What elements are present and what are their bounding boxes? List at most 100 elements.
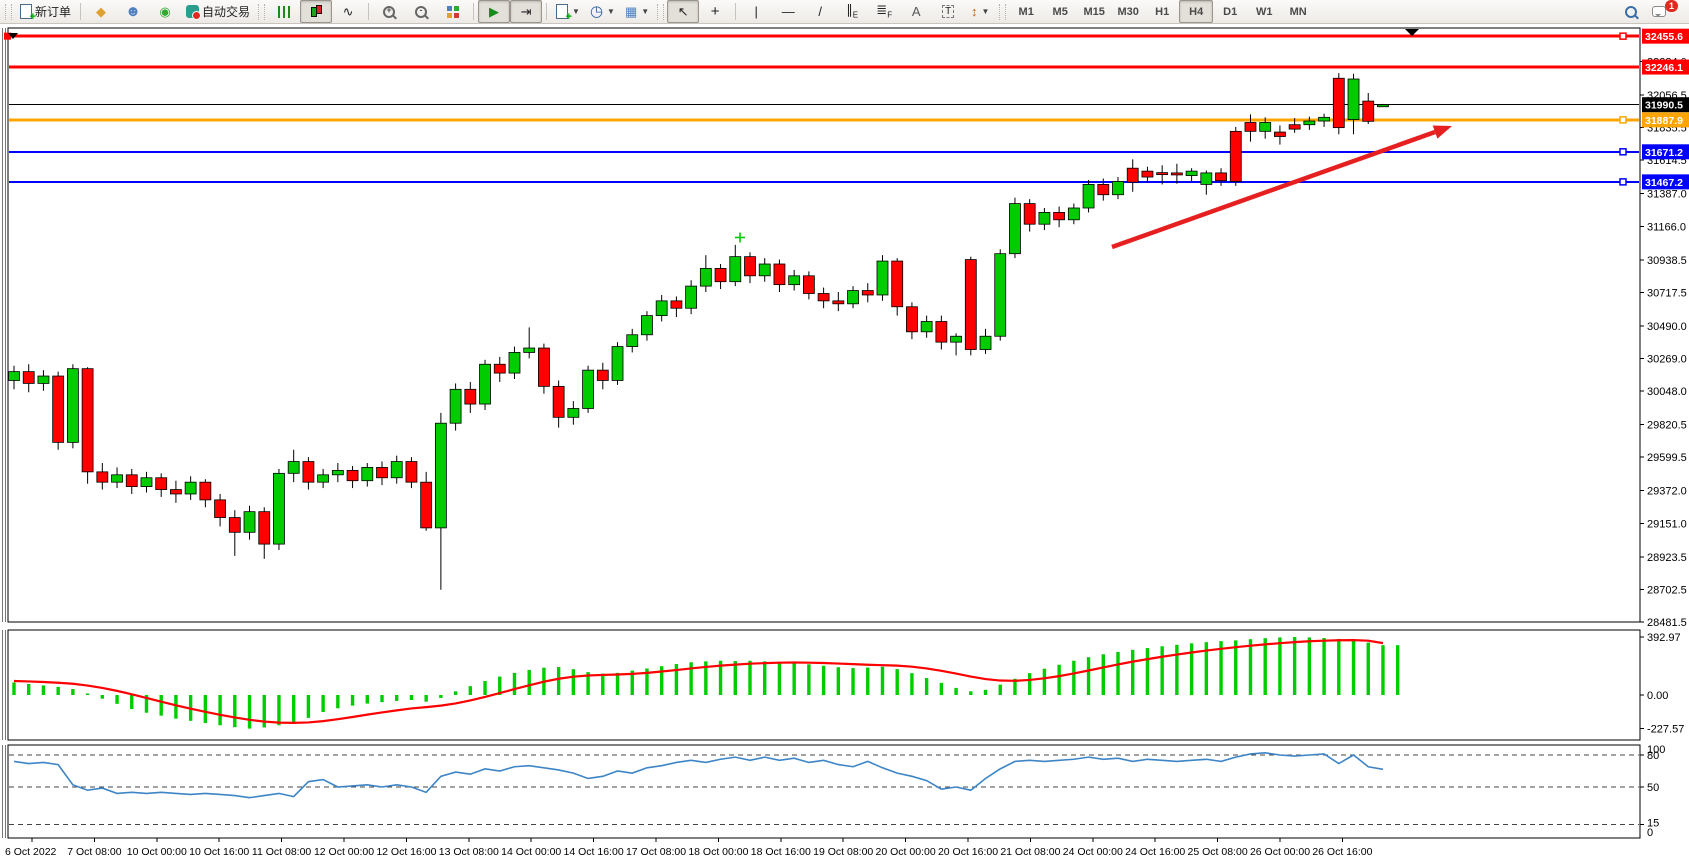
rsi-axis-label: 15 <box>1647 817 1659 829</box>
candle-body <box>22 371 35 384</box>
macd-histogram-bar <box>777 661 782 695</box>
auto-scroll-button[interactable]: ▶ <box>478 0 511 23</box>
toolbar-grip[interactable] <box>5 3 12 20</box>
macd-histogram-bar <box>924 678 929 695</box>
horizontal-level-lines[interactable] <box>4 32 1639 186</box>
line-handle[interactable] <box>1619 116 1627 124</box>
candle-body <box>479 363 491 405</box>
arrows-tool-button[interactable]: ↕ ▼ <box>964 0 996 23</box>
candle-body <box>1112 181 1124 196</box>
price-badge-31671.2: 31671.2 <box>1645 147 1683 159</box>
bar-chart-button[interactable] <box>268 0 300 23</box>
trendline-button[interactable]: / <box>804 0 836 23</box>
candle-body <box>52 375 65 443</box>
toolbar-grip[interactable] <box>999 3 1007 20</box>
timeframe-m5-button[interactable]: M5 <box>1052 5 1068 18</box>
macd-histogram-bar <box>321 695 325 712</box>
macd-histogram-bar <box>380 695 384 703</box>
macd-histogram-bar <box>1086 657 1091 695</box>
community-icon: ☻ <box>125 3 141 20</box>
search-button[interactable] <box>1615 0 1647 23</box>
zoom-out-button[interactable]: - <box>405 0 437 23</box>
text-label-button[interactable]: T <box>932 0 964 23</box>
cursor-button[interactable]: ↖ <box>667 0 700 23</box>
timeframe-w1-button[interactable]: W1 <box>1255 5 1273 18</box>
macd-histogram-bar <box>365 695 369 704</box>
toolbar-separator <box>546 3 548 20</box>
timeframe-m30-button[interactable]: M30 <box>1117 5 1139 18</box>
candlestick-chart-button[interactable] <box>300 0 333 23</box>
macd-histogram-bar <box>674 664 679 695</box>
time-tick-label: 11 Oct 08:00 <box>252 846 312 858</box>
macd-histogram-bar <box>718 660 723 695</box>
auto-scroll-icon: ▶ <box>489 4 500 19</box>
candle-body <box>1053 212 1066 221</box>
price-tick-label: 31166.0 <box>1647 221 1686 233</box>
horizontal-line-button[interactable]: — <box>772 0 804 23</box>
timeframe-m1-button[interactable]: M1 <box>1018 5 1034 18</box>
toolbar-grip[interactable] <box>258 3 266 20</box>
candle-body <box>1229 130 1242 182</box>
price-tick-label: 28702.5 <box>1647 584 1687 596</box>
macd-histogram-bar <box>1366 642 1370 695</box>
line-handle[interactable] <box>1619 32 1627 40</box>
new-chart-button[interactable]: ▼ <box>551 0 585 23</box>
autotrading-button[interactable]: 自动交易 <box>181 0 255 23</box>
macd-histogram-bar <box>1219 641 1223 695</box>
timeframe-d1-button[interactable]: D1 <box>1223 5 1238 18</box>
macd-name: MACD(12,26,9) <box>13 632 97 646</box>
title-caret-icon[interactable] <box>8 33 18 39</box>
macd-histogram-bar <box>233 695 237 728</box>
candle-body <box>405 461 418 483</box>
price-tick-label: 32056.5 <box>1647 90 1687 102</box>
chart-shift-button[interactable]: ⇥ <box>510 0 543 23</box>
vertical-line-button[interactable]: | <box>740 0 772 23</box>
macd-histogram-bar <box>350 695 355 706</box>
macd-signal-value: 351.40 <box>139 632 177 646</box>
market-button[interactable]: ◆ <box>85 0 117 23</box>
fibonacci-button[interactable]: ≣F <box>868 0 900 23</box>
macd-histogram-bar <box>659 666 664 695</box>
candle-body <box>434 422 447 529</box>
plus-marker-annotation[interactable] <box>735 232 745 243</box>
crosshair-button[interactable]: + <box>699 0 731 23</box>
trend-arrow-annotation[interactable] <box>1111 125 1452 250</box>
macd-histogram-bar <box>262 695 266 728</box>
macd-histogram-bar <box>512 672 517 695</box>
macd-histogram-bar <box>27 683 31 695</box>
line-handle[interactable] <box>1619 178 1627 186</box>
macd-histogram-bar <box>483 680 487 695</box>
line-chart-button[interactable]: ∿ <box>332 0 364 23</box>
vertical-line-icon: | <box>754 4 758 19</box>
channel-button[interactable]: ∥E <box>836 0 868 23</box>
community-button[interactable]: ☻ <box>117 0 149 23</box>
timeframe-m15-button[interactable]: M15 <box>1083 5 1105 18</box>
time-tick-label: 6 Oct 2022 <box>5 846 57 858</box>
text-label-icon: T <box>942 5 955 18</box>
tile-windows-button[interactable] <box>437 0 469 23</box>
cursor-icon: ↖ <box>677 4 689 19</box>
macd-histogram-bar <box>218 695 222 726</box>
candle-body <box>1067 207 1080 221</box>
line-handle[interactable] <box>1619 148 1627 156</box>
new-order-button[interactable]: 新订单 <box>15 0 76 23</box>
candle-body <box>8 371 20 381</box>
toolbar-separator <box>80 3 82 20</box>
toolbar-grip[interactable] <box>657 3 665 20</box>
chat-button[interactable]: 1 <box>1647 0 1687 23</box>
timeframe-h1-button[interactable]: H1 <box>1155 5 1170 18</box>
timeframe-mn-button[interactable]: MN <box>1289 5 1307 18</box>
timeframe-h4-button[interactable]: H4 <box>1179 0 1214 23</box>
line-handle[interactable] <box>4 32 11 40</box>
templates-button[interactable]: ▦ ▼ <box>620 0 654 23</box>
signals-button[interactable]: ◉ <box>149 0 181 23</box>
zoom-in-button[interactable]: + <box>373 0 405 23</box>
macd-histogram-bar <box>203 695 208 724</box>
macd-histogram-bar <box>188 695 193 721</box>
profiles-button[interactable]: ◷ ▼ <box>585 0 620 23</box>
candle-body <box>758 263 771 277</box>
candle-body <box>641 315 653 336</box>
candle-body <box>420 481 433 529</box>
text-button[interactable]: A <box>900 0 932 23</box>
